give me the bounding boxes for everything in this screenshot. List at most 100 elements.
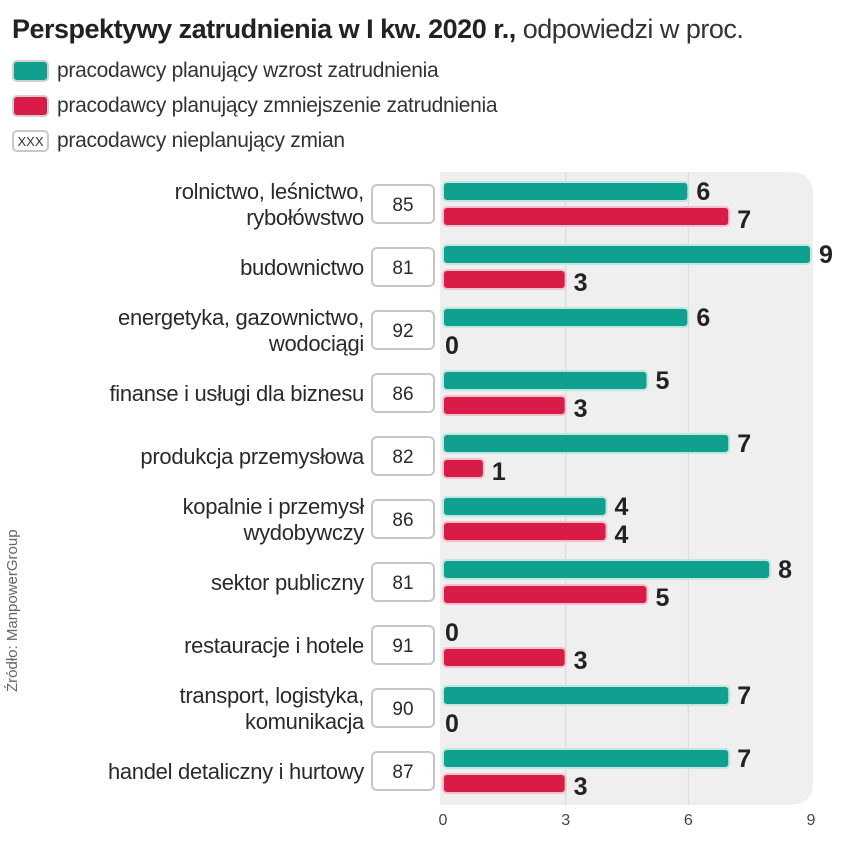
- legend-label-nochange: pracodawcy nieplanujący zmian: [57, 129, 345, 152]
- category-label: transport, logistyka,: [180, 683, 364, 708]
- bar-increase: [442, 307, 690, 328]
- category-label: kopalnie i przemysł: [183, 494, 365, 519]
- value-label-increase: 4: [615, 493, 629, 521]
- chart-title-subtitle: odpowiedzi w proc.: [515, 14, 744, 44]
- value-label-increase: 6: [696, 178, 710, 206]
- category-row: energetyka, gazownictwo,wodociągi 92 6 0: [118, 304, 710, 360]
- nochange-box: [371, 625, 435, 665]
- bar-decrease: [442, 269, 567, 290]
- nochange-box: [371, 247, 435, 287]
- nochange-value: 86: [392, 384, 413, 405]
- legend-item-nochange: XXX pracodawcy nieplanujący zmian: [12, 128, 345, 154]
- category-row: rolnictwo, leśnictwo,rybołówstwo 85 67: [175, 178, 751, 234]
- value-label-increase: 7: [737, 682, 751, 710]
- bar-increase: [442, 244, 812, 265]
- value-label-decrease: 3: [574, 773, 588, 801]
- legend-swatch-nochange: XXX: [12, 130, 49, 152]
- value-label-decrease: 0: [445, 710, 459, 738]
- nochange-value: 82: [392, 447, 413, 468]
- x-tick-label: 9: [807, 812, 816, 829]
- category-label: handel detaliczny i hurtowy: [108, 759, 364, 784]
- bar-decrease: [442, 647, 567, 668]
- value-label-increase: 6: [696, 304, 710, 332]
- category-label: produkcja przemysłowa: [140, 444, 365, 469]
- value-label-decrease: 7: [737, 206, 751, 234]
- x-tick-label: 3: [561, 812, 570, 829]
- nochange-box: [371, 310, 435, 350]
- category-label: budownictwo: [240, 255, 364, 280]
- value-label-decrease: 0: [445, 332, 459, 360]
- value-label-decrease: 1: [492, 458, 506, 486]
- nochange-box: [371, 688, 435, 728]
- chart-title-main: Perspektywy zatrudnienia w I kw. 2020 r.…: [12, 14, 516, 44]
- category-label: rolnictwo, leśnictwo,: [175, 179, 364, 204]
- nochange-box: [371, 562, 435, 602]
- nochange-value: 81: [392, 573, 413, 594]
- chart-panel-background: [440, 172, 813, 805]
- category-label: wydobywczy: [243, 520, 365, 545]
- nochange-box: [371, 436, 435, 476]
- nochange-value: 90: [392, 699, 413, 720]
- legend-item-increase: pracodawcy planujący wzrost zatrudnienia: [12, 58, 439, 84]
- bar-decrease: [442, 773, 567, 794]
- value-label-decrease: 3: [574, 395, 588, 423]
- chart-title: Perspektywy zatrudnienia w I kw. 2020 r.…: [12, 14, 744, 45]
- value-label-decrease: 5: [655, 584, 669, 612]
- category-label: komunikacja: [245, 709, 365, 734]
- category-row: restauracje i hotele 91 0 3: [184, 619, 587, 675]
- legend-label-increase: pracodawcy planujący wzrost zatrudnienia: [57, 59, 439, 82]
- bar-increase: [442, 433, 731, 454]
- bar-increase: [442, 496, 608, 517]
- x-axis-ticks: 0 3 6 9: [439, 812, 816, 829]
- bar-increase: [442, 181, 690, 202]
- value-label-increase: 5: [655, 367, 669, 395]
- value-label-decrease: 3: [574, 269, 588, 297]
- value-label-increase: 7: [737, 745, 751, 773]
- category-label: rybołówstwo: [246, 205, 364, 230]
- value-label-decrease: 3: [574, 647, 588, 675]
- bar-increase: [442, 370, 649, 391]
- category-label: sektor publiczny: [211, 570, 364, 595]
- bar-decrease: [442, 458, 485, 479]
- bar-increase: [442, 559, 772, 580]
- bar-increase: [442, 748, 731, 769]
- nochange-box: [371, 184, 435, 224]
- nochange-value: 86: [392, 510, 413, 531]
- nochange-box: [371, 373, 435, 413]
- value-label-increase: 9: [819, 241, 833, 269]
- category-row: budownictwo 81 9 3: [240, 241, 833, 297]
- nochange-value: 81: [392, 258, 413, 279]
- nochange-value: 85: [392, 195, 413, 216]
- bar-decrease: [442, 584, 649, 605]
- value-label-increase: 8: [778, 556, 792, 584]
- category-row: finanse i usługi dla biznesu 86 5 3: [109, 367, 669, 423]
- value-label-increase: 7: [737, 430, 751, 458]
- nochange-box: [371, 499, 435, 539]
- chart-rows: rolnictwo, leśnictwo,rybołówstwo 85 67budo…: [108, 178, 833, 801]
- bar-decrease: [442, 521, 608, 542]
- legend-item-decrease: pracodawcy planujący zmniejszenie zatrud…: [12, 93, 498, 119]
- category-label: wodociągi: [268, 331, 364, 356]
- legend-swatch-increase: [12, 60, 49, 82]
- category-row: handel detaliczny i hurtowy 87 7 3: [108, 745, 751, 801]
- category-label: energetyka, gazownictwo,: [118, 305, 364, 330]
- category-row: produkcja przemysłowa 82 7 1: [140, 430, 751, 486]
- legend-label-decrease: pracodawcy planujący zmniejszenie zatrud…: [57, 94, 498, 117]
- category-row: transport, logistyka,komunikacja 90 7 0: [180, 682, 752, 738]
- x-tick-label: 6: [684, 812, 693, 829]
- bar-decrease: [442, 395, 567, 416]
- nochange-value: 87: [392, 762, 413, 783]
- legend-swatch-decrease: [12, 95, 49, 117]
- bar-decrease: [442, 206, 731, 227]
- category-label: restauracje i hotele: [184, 633, 364, 658]
- nochange-value: 92: [392, 321, 413, 342]
- x-tick-label: 0: [439, 812, 448, 829]
- nochange-value: 91: [392, 636, 413, 657]
- chart-panel: [440, 172, 813, 805]
- value-label-increase: 0: [445, 619, 459, 647]
- category-row: sektor publiczny 81 8 5: [211, 556, 792, 612]
- bar-increase: [442, 685, 731, 706]
- category-label: finanse i usługi dla biznesu: [109, 381, 364, 406]
